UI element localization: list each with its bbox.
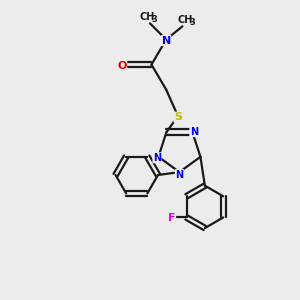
Text: N: N xyxy=(153,153,161,163)
Text: F: F xyxy=(168,214,176,224)
Text: O: O xyxy=(117,61,127,70)
Text: N: N xyxy=(162,36,171,46)
Text: CH: CH xyxy=(140,12,155,22)
Text: N: N xyxy=(176,169,184,180)
Text: N: N xyxy=(190,127,198,137)
Text: 3: 3 xyxy=(190,18,196,27)
Text: CH: CH xyxy=(178,15,193,25)
Text: S: S xyxy=(174,112,182,122)
Text: 3: 3 xyxy=(152,15,157,24)
